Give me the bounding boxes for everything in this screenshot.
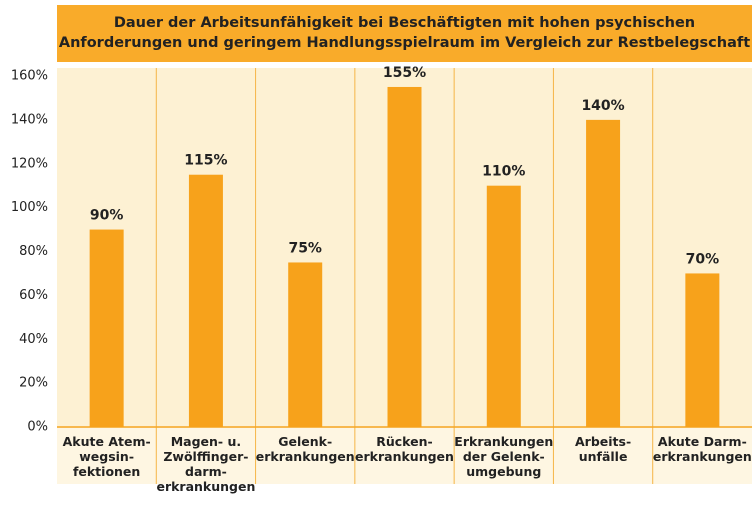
value-label: 155% bbox=[383, 65, 426, 81]
y-tick-label: 40% bbox=[19, 332, 48, 347]
y-tick-label: 0% bbox=[27, 420, 48, 435]
y-tick-label: 100% bbox=[11, 200, 48, 215]
value-label: 70% bbox=[686, 251, 720, 267]
value-label: 90% bbox=[90, 208, 124, 224]
bar bbox=[188, 174, 223, 427]
value-label: 115% bbox=[184, 153, 227, 169]
x-tick-label: Arbeits- unfälle bbox=[574, 434, 632, 464]
bar bbox=[486, 185, 521, 427]
x-tick-label: Akute Atem- wegsin- fektionen bbox=[62, 434, 151, 479]
value-label: 75% bbox=[288, 240, 322, 256]
bar bbox=[387, 86, 422, 427]
x-tick-label: Akute Darm- erkrankungen bbox=[652, 434, 752, 464]
y-tick-label: 140% bbox=[11, 112, 48, 127]
bar bbox=[586, 119, 621, 427]
x-tick-label: Gelenk- erkrankungen bbox=[255, 434, 355, 464]
bar bbox=[288, 262, 323, 427]
x-tick-label: Magen- u. Zwölffinger- darm- erkrankunge… bbox=[156, 434, 256, 494]
value-label: 140% bbox=[581, 98, 624, 114]
y-tick-label: 60% bbox=[19, 288, 48, 303]
y-tick-label: 160% bbox=[11, 69, 48, 84]
bar bbox=[89, 229, 124, 427]
y-tick-label: 80% bbox=[19, 244, 48, 259]
y-tick-label: 120% bbox=[11, 156, 48, 171]
x-tick-label: Rücken- erkrankungen bbox=[355, 434, 454, 464]
bar bbox=[685, 273, 720, 427]
category-band bbox=[57, 428, 752, 484]
value-label: 110% bbox=[482, 164, 525, 180]
x-tick-label: Erkrankungen der Gelenk- umgebung bbox=[454, 434, 554, 479]
y-tick-label: 20% bbox=[19, 376, 48, 391]
chart-title: Dauer der Arbeitsunfähigkeit bei Beschäf… bbox=[57, 5, 752, 62]
